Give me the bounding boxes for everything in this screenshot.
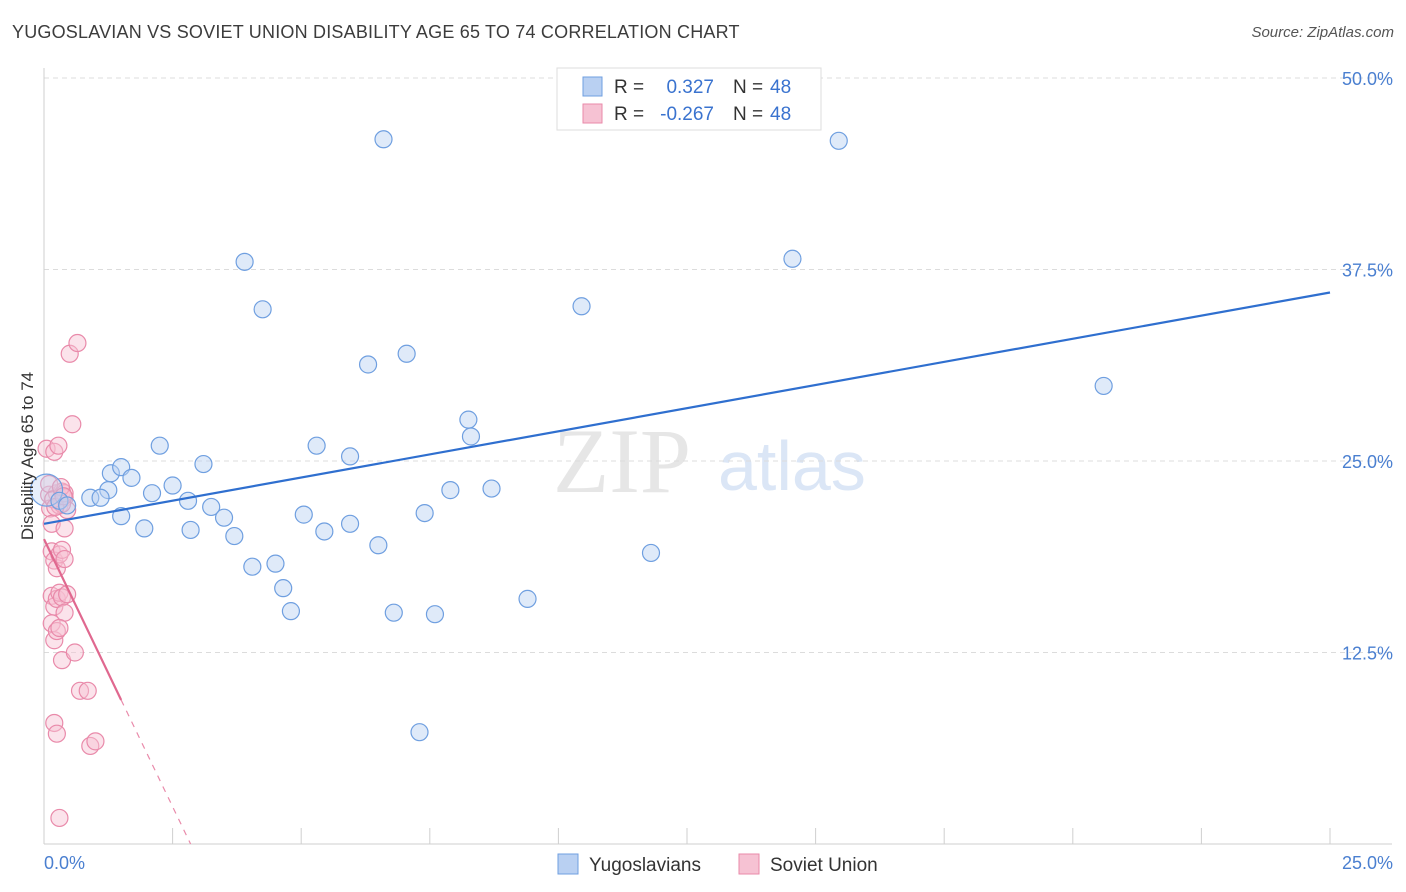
yugoslavian-point-34 [384, 603, 403, 622]
yugoslavian-point-31 [358, 355, 378, 374]
soviet-union-point-27 [55, 519, 74, 538]
soviet-union-point-15 [55, 549, 74, 569]
y-axis-title: Disability Age 65 to 74 [18, 372, 37, 540]
x-tick-label-0: 0.0% [44, 853, 85, 873]
tick-labels: 12.5% 25.0% 37.5% 50.0% 0.0% 25.0% [44, 69, 1393, 873]
yugoslavian-point-38 [425, 605, 445, 624]
soviet-union-points [37, 333, 105, 828]
legend-r-label-2: R = [614, 104, 649, 125]
yugoslavian-point-29 [340, 447, 360, 466]
yugoslavian-point-40 [459, 410, 478, 429]
soviet-union-point-39 [50, 808, 69, 828]
axes [43, 68, 1392, 845]
legend-r-value-1: 0.327 [666, 77, 714, 98]
legend-n-label-2: N = [733, 104, 768, 125]
yugoslavian-point-8 [112, 507, 131, 526]
legend-r-label-1: R = [614, 77, 649, 98]
yugoslavian-point-18 [214, 508, 234, 527]
soviet-union-point-36 [86, 732, 105, 751]
yugoslavian-point-36 [410, 723, 429, 742]
legend-bottom-label-yugoslavians: Yugoslavians [589, 855, 701, 876]
y-tick-label-0: 12.5% [1342, 644, 1393, 664]
yugoslavian-point-16 [194, 454, 213, 474]
soviet-union-point-45 [49, 436, 68, 455]
source-label: Source: ZipAtlas.com [1251, 24, 1394, 41]
legend-n-value-2: 48 [770, 104, 791, 125]
yugoslavian-point-42 [482, 479, 501, 498]
legend-r-value-2: -0.267 [660, 104, 714, 125]
x-tick-label-1: 25.0% [1342, 853, 1393, 873]
legend-bottom: Yugoslavians Soviet Union [557, 853, 878, 876]
soviet-union-point-34 [78, 681, 97, 700]
yugoslavian-point-30 [340, 514, 360, 533]
soviet-union-trend-extension [120, 699, 192, 845]
y-tick-label-3: 50.0% [1342, 69, 1393, 89]
yugoslavian-point-20 [235, 252, 254, 271]
yugoslavian-point-2 [58, 496, 77, 515]
yugoslavian-point-44 [572, 297, 591, 316]
soviet-union-point-38 [47, 724, 66, 743]
yugoslavian-point-24 [274, 579, 293, 598]
yugoslavian-point-41 [461, 427, 481, 446]
soviet-union-point-25 [50, 618, 69, 638]
yugoslavian-points [29, 130, 1113, 742]
yugoslavian-point-48 [1094, 376, 1113, 396]
yugoslavian-point-0 [29, 473, 64, 507]
yugoslavian-point-37 [415, 503, 434, 523]
yugoslavian-point-23 [266, 554, 285, 573]
soviet-union-point-30 [63, 415, 82, 434]
yugoslavian-point-27 [307, 436, 326, 455]
yugoslavian-point-25 [281, 602, 301, 621]
soviet-union-point-24 [47, 621, 66, 641]
yugoslavian-point-21 [243, 557, 262, 576]
legend-bottom-swatch-soviet-union [738, 853, 760, 875]
yugoslavian-point-45 [641, 543, 661, 563]
yugoslavian-point-13 [163, 476, 182, 495]
legend-n-label-1: N = [733, 77, 768, 98]
yugoslavian-point-47 [829, 131, 848, 150]
legend-top: R = 0.327 N = 48 R = -0.267 N = 48 [556, 67, 822, 131]
yugoslavian-point-26 [294, 505, 313, 524]
y-tick-label-1: 25.0% [1342, 452, 1393, 472]
yugoslavian-point-12 [150, 436, 169, 455]
soviet-union-point-20 [52, 588, 72, 607]
yugoslavian-point-17 [202, 497, 221, 517]
soviet-union-point-33 [70, 681, 90, 700]
yugoslavian-point-5 [91, 488, 110, 507]
legend-bottom-label-soviet-union: Soviet Union [770, 855, 878, 876]
legend-swatch-yugoslavians [582, 76, 603, 97]
yugoslavian-point-46 [783, 249, 802, 268]
soviet-union-point-32 [68, 333, 87, 353]
yugoslavian-point-43 [518, 589, 537, 608]
yugoslavian-point-32 [369, 536, 388, 555]
yugoslavian-point-39 [441, 481, 460, 500]
soviet-union-point-31 [65, 643, 84, 662]
y-tick-label-2: 37.5% [1342, 261, 1393, 281]
legend-swatch-soviet-union [582, 103, 603, 124]
chart-title: YUGOSLAVIAN VS SOVIET UNION DISABILITY A… [12, 22, 740, 42]
soviet-union-point-37 [45, 713, 64, 733]
yugoslavian-point-22 [253, 300, 272, 319]
yugoslavian-point-19 [225, 526, 244, 546]
yugoslavian-point-15 [181, 520, 200, 540]
yugoslavian-trend-line [43, 291, 1331, 525]
trend-lines [43, 291, 1331, 845]
yugoslavian-point-6 [101, 464, 120, 483]
soviet-union-trend-line [43, 538, 123, 701]
watermark-atlas: atlas [718, 427, 866, 505]
yugoslavian-point-11 [142, 484, 162, 503]
yugoslavian-point-33 [374, 130, 393, 149]
legend-bottom-swatch-yugoslavians [557, 853, 579, 875]
yugoslavian-point-3 [81, 488, 100, 507]
yugoslavian-point-9 [122, 468, 141, 487]
yugoslavian-point-14 [178, 491, 198, 510]
yugoslavian-point-35 [397, 344, 416, 363]
legend-n-value-1: 48 [770, 77, 791, 98]
yugoslavian-point-10 [135, 519, 154, 538]
yugoslavian-point-28 [315, 522, 334, 541]
